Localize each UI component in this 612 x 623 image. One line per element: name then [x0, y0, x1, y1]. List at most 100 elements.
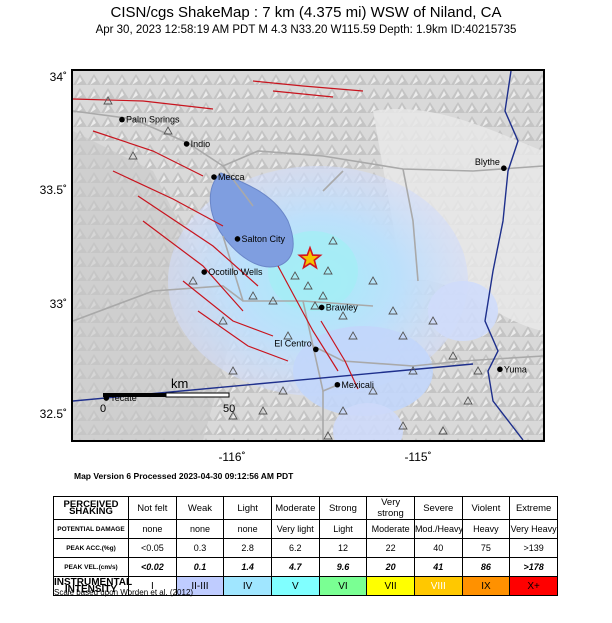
- scale-credit: Scale based upon Worden et al. (2012): [54, 588, 194, 597]
- station-triangle: [398, 331, 408, 340]
- station-triangle: [103, 96, 113, 105]
- damage-cell: Very light: [270, 519, 320, 539]
- place-label: Brawley: [326, 302, 359, 312]
- map-version: Map Version 6 Processed 2023-04-30 09:12…: [74, 471, 294, 481]
- station-triangle: [228, 411, 238, 420]
- place-dot: [201, 269, 208, 275]
- legend-row-acc: PEAK ACC.(%g) <0.05 0.3 2.8 6.2 12 22 40 75 >139: [53, 538, 558, 558]
- station-triangle: [290, 271, 300, 280]
- lon-label-minus-116: -116˚: [218, 450, 246, 464]
- map-title: CISN/cgs ShakeMap : 7 km (4.375 mi) WSW …: [110, 4, 502, 21]
- vel-cell: >178: [509, 557, 558, 577]
- station-triangle: [188, 276, 198, 285]
- station-triangle: [318, 291, 328, 300]
- acc-cell: 22: [366, 538, 415, 558]
- place-label: Salton City: [242, 234, 286, 244]
- vel-cell: 41: [413, 557, 463, 577]
- station-triangle: [388, 306, 398, 315]
- station-triangle: [328, 236, 338, 245]
- station-triangle: [463, 396, 473, 405]
- lat-label-34: 34˚: [49, 70, 67, 84]
- legend-header-intensity: INSTRUMENTAL INTENSITY: [53, 576, 133, 596]
- place-label: Indio: [191, 139, 211, 149]
- damage-cell: none: [128, 519, 177, 539]
- shaking-cell: Severe: [413, 496, 463, 520]
- shaking-cell: Strong: [318, 496, 368, 520]
- place-dot: [318, 304, 325, 311]
- acc-cell: 2.8: [223, 538, 272, 558]
- vel-cell: 9.6: [318, 557, 368, 577]
- place-dot: [183, 141, 190, 147]
- station-triangle: [398, 421, 408, 430]
- intensity-cell: X+: [509, 576, 558, 596]
- intensity-legend-table: PERCEIVED SHAKING Not felt Weak Light Moder…: [53, 496, 558, 596]
- shaking-cell: Weak: [175, 496, 225, 520]
- epicenter-star-icon[interactable]: [297, 245, 323, 270]
- intensity-cell: IV: [223, 576, 272, 596]
- shakemap-panel[interactable]: Palm Springs Indio Mecca Blythe Salton City O…: [71, 69, 545, 442]
- shaking-cell: Moderate: [270, 496, 320, 520]
- acc-cell: 12: [318, 538, 368, 558]
- damage-cell: Light: [318, 519, 368, 539]
- shaking-cell: Very strong: [366, 496, 415, 520]
- station-triangle: [348, 331, 358, 340]
- shaking-cell: Extreme: [509, 496, 558, 520]
- acc-cell: 6.2: [270, 538, 320, 558]
- place-label: Tecate: [110, 393, 137, 403]
- place-label: Palm Springs: [126, 115, 180, 125]
- damage-cell: none: [175, 519, 225, 539]
- place-dot: [211, 174, 217, 180]
- station-triangle: [248, 291, 258, 300]
- place-dot: [334, 381, 341, 388]
- lat-label-32-5: 32.5˚: [39, 407, 67, 421]
- acc-cell: 75: [461, 538, 511, 558]
- station-triangle: [163, 126, 173, 135]
- place-label: Ocotillo Wells: [208, 267, 263, 277]
- intensity-area-south: [333, 403, 403, 440]
- place-label: Mexicali: [341, 380, 374, 390]
- station-triangle: [303, 281, 313, 290]
- station-triangle: [310, 301, 320, 310]
- shaking-cell: Violent: [461, 496, 511, 520]
- lat-label-33-5: 33.5˚: [39, 183, 67, 197]
- vel-cell: <0.02: [128, 557, 177, 577]
- seismic-stations: [103, 96, 483, 440]
- station-triangle: [338, 311, 348, 320]
- damage-cell: Very Heavy: [509, 519, 558, 539]
- intensity-cell: VII: [366, 576, 415, 596]
- legend-header-acc: PEAK ACC.(%g): [53, 538, 129, 558]
- road-network: [73, 110, 543, 440]
- lat-label-33: 33˚: [49, 297, 67, 311]
- station-triangle: [368, 276, 378, 285]
- station-triangle: [323, 266, 333, 275]
- station-triangle: [448, 351, 458, 360]
- station-triangle: [438, 426, 448, 435]
- station-triangle: [258, 406, 268, 415]
- acc-cell: <0.05: [128, 538, 177, 558]
- station-triangle: [338, 406, 348, 415]
- legend-row-vel: PEAK VEL.(cm/s) <0.02 0.1 1.4 4.7 9.6 20 41 86 >…: [53, 557, 558, 577]
- damage-cell: Heavy: [461, 519, 511, 539]
- acc-cell: >139: [509, 538, 558, 558]
- scale-bar-start: 0: [100, 403, 106, 415]
- legend-row-intensity: INSTRUMENTAL INTENSITY I II-III IV V VI VII VI…: [53, 576, 558, 596]
- shaking-cell: Not felt: [128, 496, 177, 520]
- legend-row-damage: POTENTIAL DAMAGE none none none Very light L…: [53, 519, 558, 539]
- station-triangle: [408, 366, 418, 375]
- place-dot: [313, 346, 319, 353]
- acc-cell: 0.3: [175, 538, 225, 558]
- intensity-cell: VIII: [413, 576, 463, 596]
- event-subtitle: Apr 30, 2023 12:58:19 AM PDT M 4.3 N33.2…: [95, 24, 517, 36]
- station-triangle: [283, 331, 293, 340]
- damage-cell: none: [223, 519, 272, 539]
- damage-cell: Mod./Heavy: [413, 519, 463, 539]
- place-label: Yuma: [504, 364, 527, 374]
- vel-cell: 20: [366, 557, 415, 577]
- damage-cell: Moderate: [366, 519, 415, 539]
- vel-cell: 4.7: [270, 557, 320, 577]
- station-triangle: [228, 366, 238, 375]
- state-border-river: [484, 71, 524, 440]
- station-triangle: [428, 316, 438, 325]
- place-label: Mecca: [218, 172, 245, 182]
- place-dot: [501, 165, 507, 172]
